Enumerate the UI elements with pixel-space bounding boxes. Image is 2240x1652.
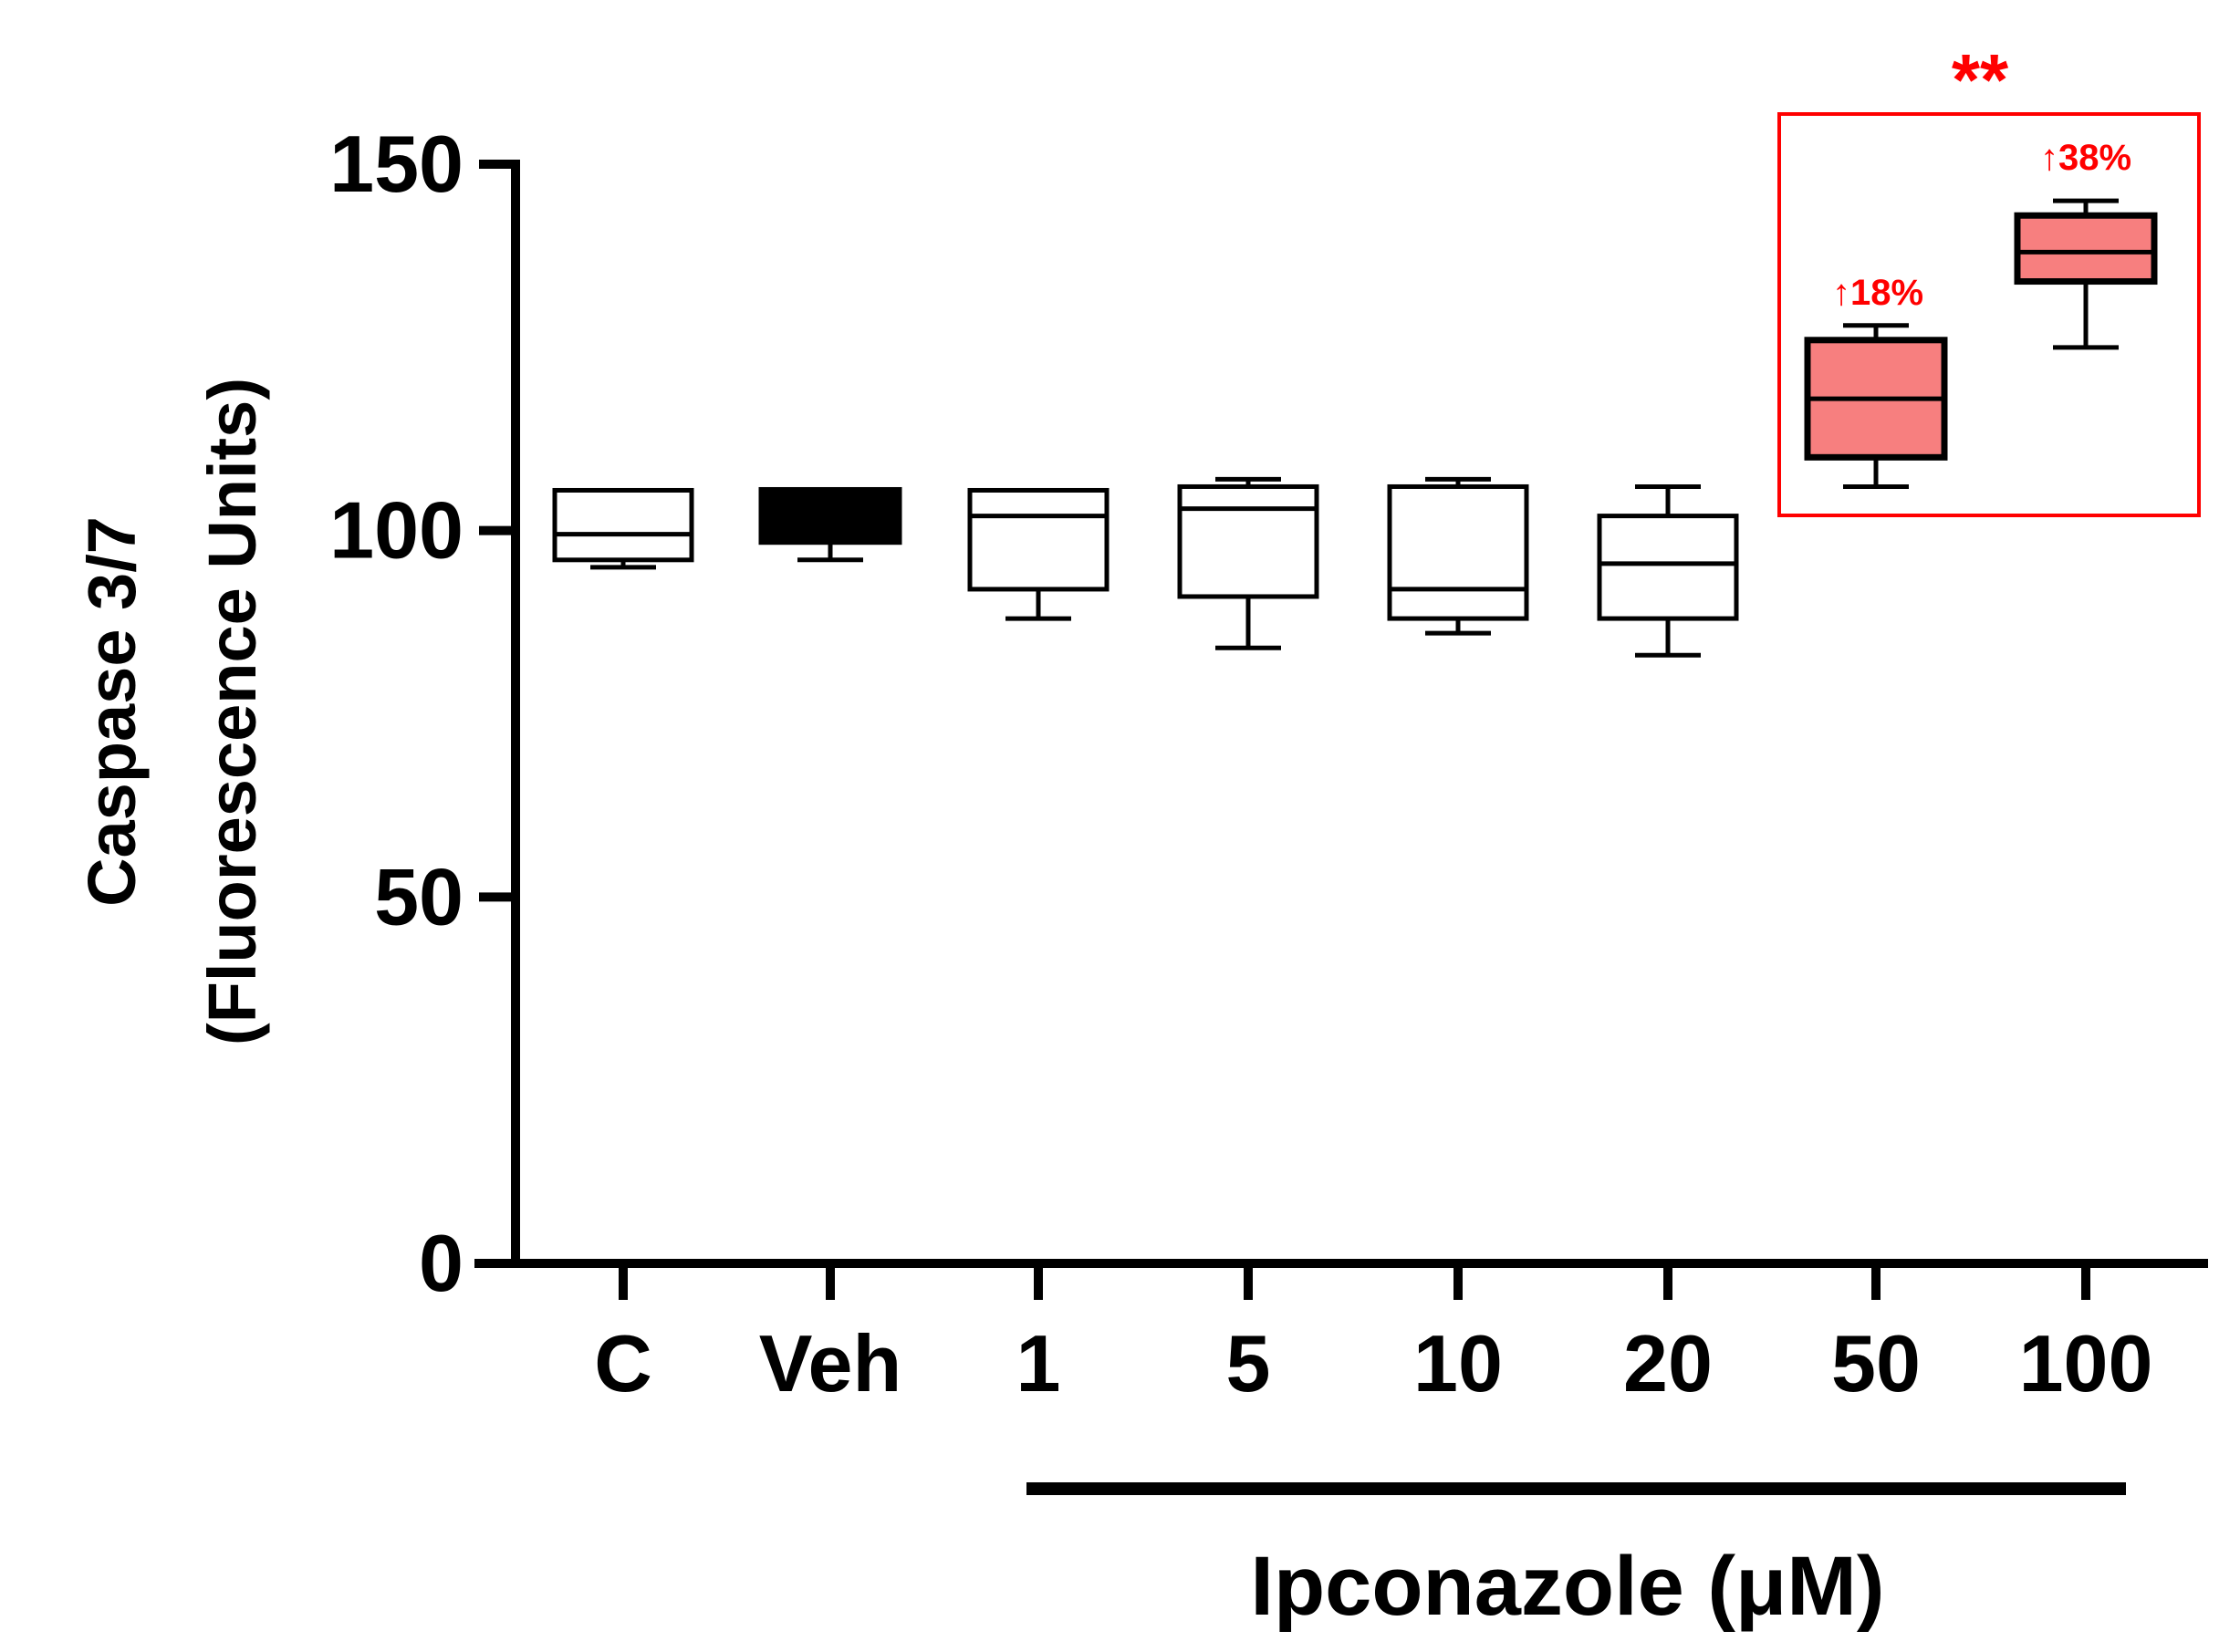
x-tick-label: Veh — [759, 1318, 902, 1408]
x-axis-title: Ipconazole (μM) — [1250, 1540, 1884, 1633]
box-iqr — [552, 487, 694, 563]
box-iqr — [2014, 212, 2158, 286]
significance-highlight-box — [1777, 112, 2201, 517]
box-iqr — [967, 487, 1110, 592]
x-tick-label: C — [594, 1318, 652, 1408]
box-20 — [1597, 483, 1739, 658]
pct-label-50: ↑18% — [1832, 273, 1923, 313]
y-axis-title-line2: (Fluorescence Units) — [194, 378, 270, 1045]
x-tick-label: 20 — [1623, 1318, 1713, 1408]
x-ticks: C Veh 1 5 10 20 50 100 — [594, 1263, 2152, 1408]
box-iqr — [1387, 483, 1529, 621]
box-plots — [552, 198, 2158, 658]
y-tick-label: 100 — [329, 485, 464, 576]
x-tick-label: 10 — [1413, 1318, 1503, 1408]
y-ticks: 0 50 100 150 — [329, 119, 516, 1308]
x-tick-label: 100 — [2019, 1318, 2153, 1408]
box-50 — [1804, 323, 1948, 489]
box-Veh — [758, 486, 902, 563]
box-5 — [1177, 476, 1319, 650]
box-C — [552, 487, 694, 570]
y-tick-label: 150 — [329, 119, 464, 209]
box-iqr — [1597, 514, 1739, 621]
box-100 — [2014, 198, 2158, 350]
box-iqr — [1177, 483, 1319, 599]
box-10 — [1387, 476, 1529, 636]
y-tick-label: 50 — [374, 851, 464, 941]
box-1 — [967, 487, 1110, 621]
y-tick-label: 0 — [419, 1218, 464, 1308]
x-tick-label: 5 — [1226, 1318, 1271, 1408]
x-tick-label: 1 — [1016, 1318, 1061, 1408]
significance-stars: ** — [1952, 39, 2009, 120]
pct-label-100: ↑38% — [2040, 138, 2131, 178]
x-tick-label: 50 — [1831, 1318, 1921, 1408]
y-axis-title-line1: Caspase 3/7 — [74, 516, 150, 907]
